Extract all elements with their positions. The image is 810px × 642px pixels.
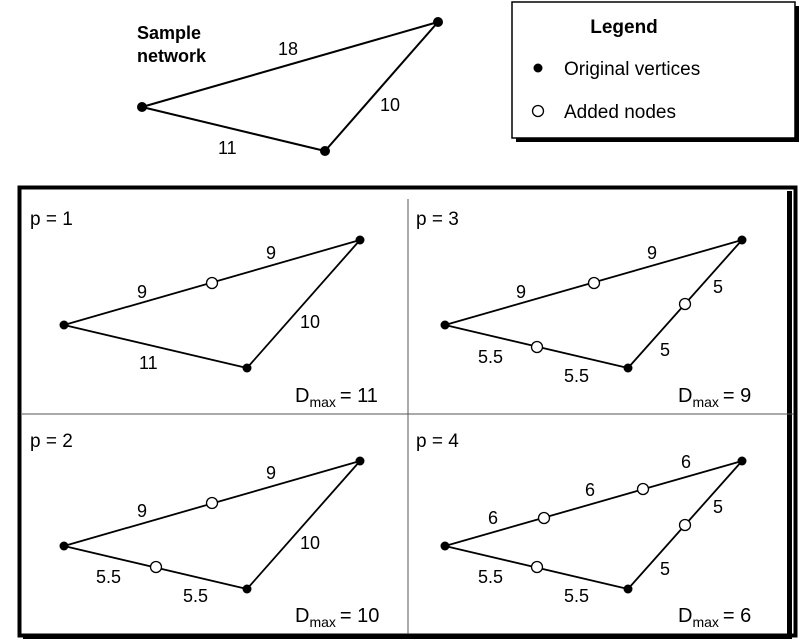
panel-title: p = 2	[30, 431, 73, 452]
edge-label: 6	[681, 452, 691, 472]
edge-label: 5	[660, 340, 670, 360]
panel-title: p = 3	[416, 209, 459, 230]
sample-edge-label-top: 18	[278, 39, 298, 59]
original-vertex	[356, 457, 365, 466]
edge-label: 9	[516, 282, 526, 302]
original-vertex	[243, 364, 252, 373]
edge-label: 11	[139, 353, 158, 373]
added-node	[539, 513, 550, 524]
sample-edge-label-bottom: 11	[218, 138, 237, 158]
original-vertex	[243, 585, 252, 594]
added-node	[151, 562, 162, 573]
frame-fill	[18, 186, 787, 634]
edge-label: 9	[266, 243, 276, 263]
sample-edge-right	[325, 22, 438, 151]
panel-title: p = 4	[416, 431, 459, 452]
edge-label: 5.5	[564, 366, 589, 386]
edge-label: 10	[300, 533, 320, 553]
added-node	[207, 278, 218, 289]
sample-vertex	[137, 102, 147, 112]
edge-label: 5.5	[564, 586, 589, 606]
sample-vertex	[433, 17, 443, 27]
open-circle-icon	[533, 106, 544, 117]
original-vertex	[356, 236, 365, 245]
added-node	[638, 484, 649, 495]
legend-item-added-nodes: Added nodes	[564, 102, 676, 123]
added-node	[589, 278, 600, 289]
filled-dot-icon	[534, 64, 543, 73]
panel-grid	[18, 186, 796, 639]
edge-label: 9	[137, 282, 147, 302]
edge-label: 5	[713, 277, 723, 297]
original-vertex	[441, 321, 450, 330]
panel-title: p = 1	[30, 209, 73, 230]
edge-label: 5	[660, 559, 670, 579]
added-node	[207, 498, 218, 509]
original-vertex	[441, 542, 450, 551]
sample-title-line1: Sample	[137, 23, 201, 43]
added-node	[532, 342, 543, 353]
edge-label: 6	[585, 480, 595, 500]
edge-label: 5.5	[478, 567, 503, 587]
edge-label: 9	[137, 501, 147, 521]
edge-label: 10	[300, 312, 320, 332]
edge-label: 9	[266, 463, 276, 483]
original-vertex	[738, 236, 747, 245]
edge-label: 5.5	[96, 567, 121, 587]
legend-title: Legend	[590, 17, 658, 38]
original-vertex	[60, 542, 69, 551]
legend: Legend Original vertices Added nodes	[512, 2, 799, 142]
edge-label: 5.5	[478, 347, 503, 367]
original-vertex	[60, 321, 69, 330]
original-vertex	[624, 585, 633, 594]
edge-label: 5	[713, 497, 723, 517]
legend-item-original-vertices: Original vertices	[564, 59, 700, 80]
edge-label: 6	[488, 508, 498, 528]
sample-network: Sample network 18 10 11	[137, 17, 443, 158]
original-vertex	[624, 364, 633, 373]
edge-label: 5.5	[183, 586, 208, 606]
added-node	[680, 299, 691, 310]
sample-edge-label-right: 10	[380, 95, 400, 115]
edge-label: 9	[647, 243, 657, 263]
added-node	[532, 562, 543, 573]
sample-title-line2: network	[137, 46, 207, 66]
original-vertex	[738, 457, 747, 466]
added-node	[680, 520, 691, 531]
sample-vertex	[320, 146, 330, 156]
